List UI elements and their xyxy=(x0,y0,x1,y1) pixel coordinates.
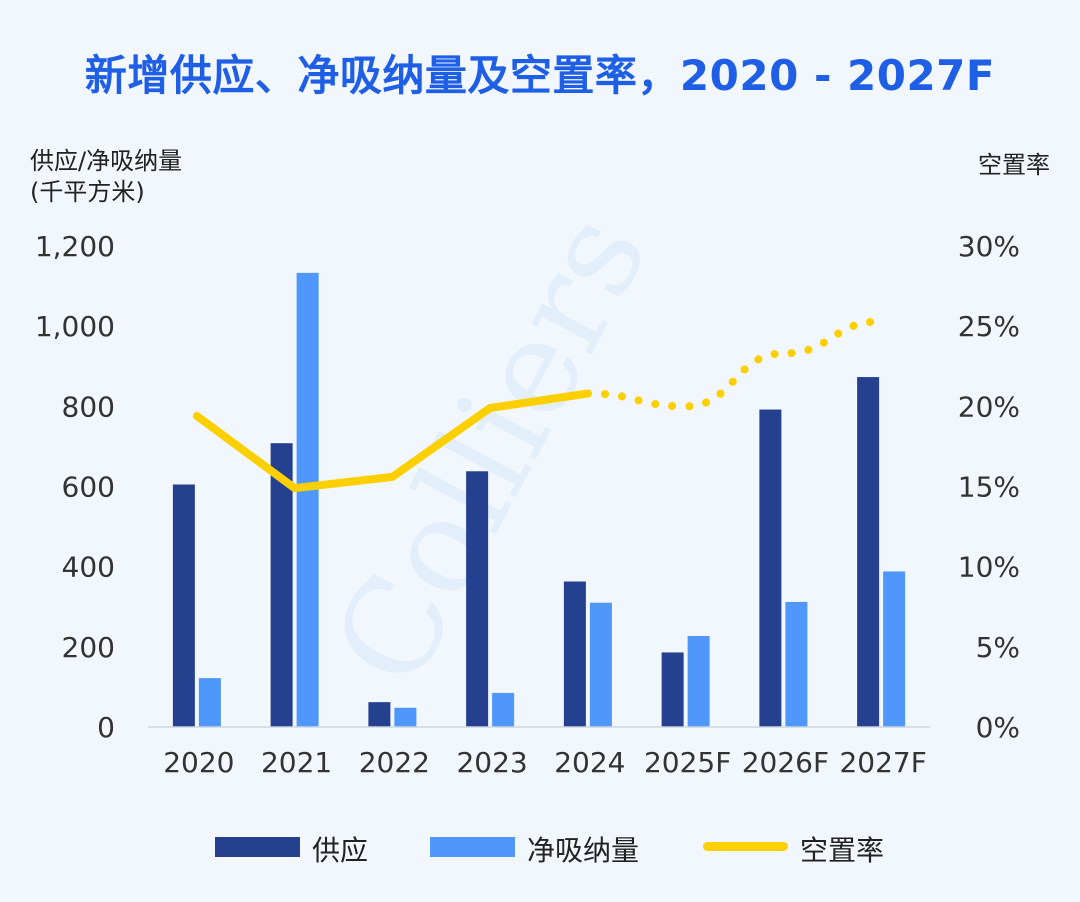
bar-net-absorption-2020 xyxy=(198,678,221,727)
chart-title: 新增供应、净吸纳量及空置率，2020 - 2027F xyxy=(84,51,996,100)
y-right-tick-label: 25% xyxy=(958,310,1020,343)
bar-net-absorption-2024 xyxy=(589,602,612,727)
axes: 0 200 400 600 800 1,000 1,200 0% 5% 10% 15% 20% 25% 3… xyxy=(35,230,1020,779)
bar-supply-2021 xyxy=(270,443,293,727)
bar-supply-2023 xyxy=(466,471,489,727)
bar-supply-2025F xyxy=(661,652,684,727)
bars xyxy=(172,272,906,727)
x-tick-label: 2027F xyxy=(839,746,926,779)
bar-net-absorption-2026F xyxy=(785,601,808,727)
y-left-tick-label: 600 xyxy=(62,471,115,504)
x-tick-label: 2021 xyxy=(261,746,332,779)
y-left-tick-label: 1,200 xyxy=(35,230,115,263)
legend-swatch-supply xyxy=(215,837,300,857)
legend-item-vacancy: 空置率 xyxy=(703,822,923,872)
left-axis-title: 供应/净吸纳量 xyxy=(30,147,183,175)
x-tick-label: 2020 xyxy=(163,746,234,779)
y-right-tick-label: 15% xyxy=(958,471,1020,504)
bar-supply-2024 xyxy=(563,581,586,727)
x-tick-label: 2023 xyxy=(456,746,527,779)
y-left-tick-label: 0 xyxy=(97,711,115,744)
legend-label-vacancy: 空置率 xyxy=(800,834,885,867)
left-axis-unit: (千平方米) xyxy=(30,178,145,206)
bar-net-absorption-2025F xyxy=(687,636,710,727)
x-tick-label: 2024 xyxy=(554,746,625,779)
x-tick-label: 2025F xyxy=(644,746,731,779)
bar-supply-2020 xyxy=(172,484,195,727)
legend-label-net-absorption: 净吸纳量 xyxy=(527,834,640,867)
vacancy-line xyxy=(192,317,886,493)
watermark: Colliers xyxy=(304,189,677,709)
y-left-tick-label: 1,000 xyxy=(35,310,115,343)
y-right-tick-label: 20% xyxy=(958,390,1020,423)
right-axis-title: 空置率 xyxy=(978,151,1050,179)
legend-label-supply: 供应 xyxy=(312,834,369,867)
bar-net-absorption-2022 xyxy=(394,707,417,727)
y-right-tick-label: 0% xyxy=(976,711,1020,744)
legend: 供应 净吸纳量 空置率 xyxy=(0,822,1080,872)
legend-swatch-vacancy xyxy=(703,842,788,851)
watermark-text: Colliers xyxy=(304,189,677,709)
bar-supply-2027F xyxy=(857,377,880,727)
legend-item-supply: 供应 xyxy=(215,822,405,872)
y-right-tick-label: 30% xyxy=(958,230,1020,263)
vacancy-line-actual xyxy=(192,389,592,493)
bar-net-absorption-2021 xyxy=(296,272,319,727)
bar-net-absorption-2027F xyxy=(883,571,906,727)
y-left-tick-label: 800 xyxy=(62,390,115,423)
y-right-tick-label: 5% xyxy=(976,631,1020,664)
bar-supply-2022 xyxy=(368,702,391,727)
y-right-tick-label: 10% xyxy=(958,551,1020,584)
chart-plot: Colliers 0 200 400 600 800 1,000 1,200 0% 5% 10% 1… xyxy=(35,189,1020,779)
vacancy-line-forecast xyxy=(583,317,886,411)
bar-net-absorption-2023 xyxy=(492,692,515,727)
y-left-tick-label: 200 xyxy=(62,631,115,664)
x-tick-label: 2022 xyxy=(359,746,430,779)
x-tick-label: 2026F xyxy=(742,746,829,779)
legend-swatch-net-absorption xyxy=(430,837,515,857)
bar-supply-2026F xyxy=(759,409,782,727)
legend-item-net-absorption: 净吸纳量 xyxy=(430,822,680,872)
y-left-tick-label: 400 xyxy=(62,551,115,584)
